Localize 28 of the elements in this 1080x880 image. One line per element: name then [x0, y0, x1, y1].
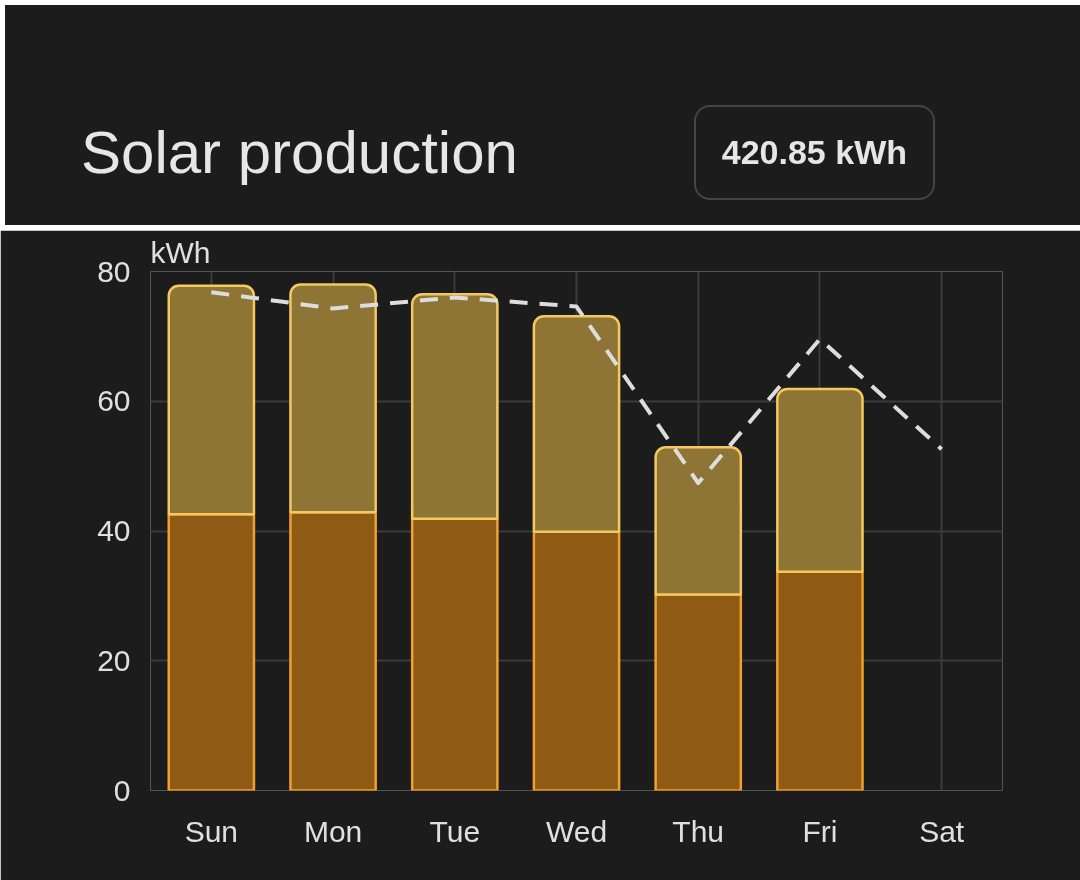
x-tick-label: Tue — [429, 814, 481, 848]
bar — [289, 510, 377, 791]
x-tick-label: Sat — [919, 814, 965, 848]
x-tick-label: Fri — [802, 814, 838, 848]
line-series — [209, 290, 944, 485]
x-tick-label: Wed — [545, 814, 608, 848]
bar — [532, 530, 621, 791]
text: 420.85 kWh — [693, 105, 935, 200]
bar — [410, 517, 499, 791]
bar — [289, 283, 377, 514]
x-tick-label: Mon — [303, 814, 363, 848]
y-tick-label: 80 — [97, 254, 131, 288]
x-tick-label: Thu — [672, 814, 725, 848]
bar — [167, 512, 256, 791]
y-tick-label: 40 — [97, 514, 131, 547]
bar — [776, 387, 864, 574]
bar — [167, 284, 256, 516]
bar — [532, 315, 621, 533]
y-tick-label: 60 — [97, 384, 131, 418]
bar — [654, 446, 743, 596]
bar — [776, 570, 864, 791]
bar — [410, 292, 499, 520]
bar — [654, 593, 743, 791]
chart-title: Solar production — [81, 118, 518, 187]
y-tick-label: 20 — [97, 643, 131, 677]
y-axis-title: kWh — [150, 235, 211, 269]
x-tick-label: Sun — [184, 814, 239, 848]
y-tick-label: 0 — [113, 773, 131, 807]
